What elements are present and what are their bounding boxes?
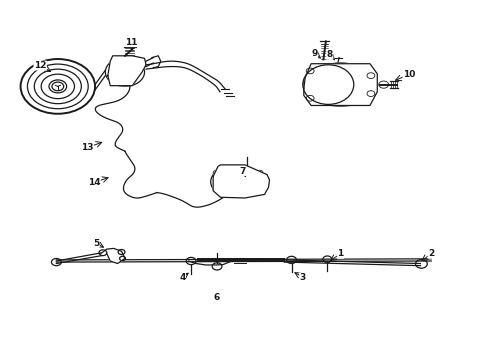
Text: 3: 3	[300, 273, 306, 282]
Text: 11: 11	[125, 37, 138, 46]
Text: 1: 1	[338, 249, 343, 258]
Polygon shape	[108, 56, 146, 86]
Text: 7: 7	[239, 166, 246, 175]
Text: 8: 8	[327, 50, 333, 59]
Polygon shape	[304, 64, 377, 105]
Text: 12: 12	[34, 61, 47, 70]
Text: 9: 9	[311, 49, 318, 58]
Text: 5: 5	[93, 238, 99, 248]
Text: 6: 6	[214, 292, 220, 302]
Polygon shape	[100, 248, 125, 264]
Text: 2: 2	[428, 249, 434, 258]
Text: 4: 4	[179, 274, 186, 282]
Text: 13: 13	[81, 143, 94, 152]
Text: 14: 14	[88, 178, 100, 187]
Text: 10: 10	[403, 70, 416, 79]
Polygon shape	[213, 165, 270, 198]
